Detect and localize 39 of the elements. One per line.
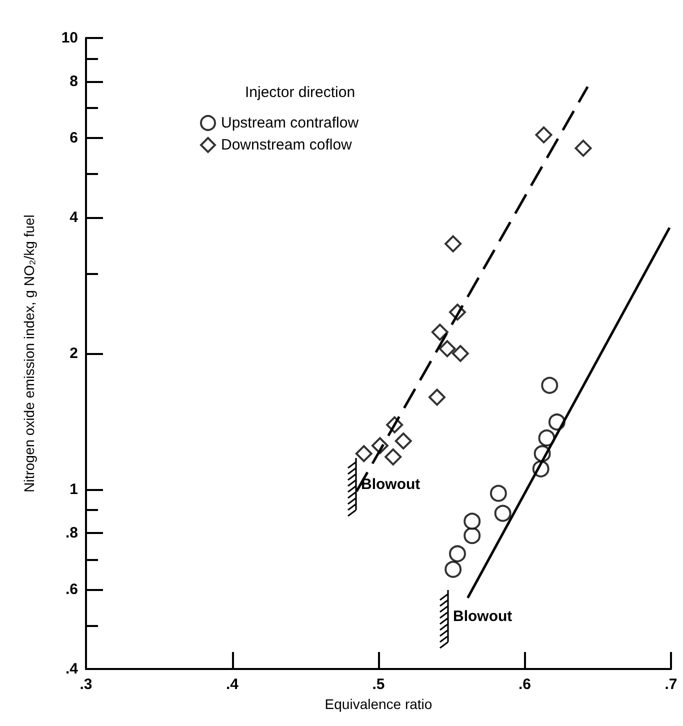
annotation: Blowout (453, 608, 512, 625)
point (494, 504, 512, 522)
point (384, 448, 402, 466)
point (428, 388, 446, 406)
y-tick-label: 10 (61, 30, 78, 46)
point (438, 340, 456, 358)
x-axis-title: Equivalence ratio (324, 696, 432, 712)
point (444, 235, 462, 252)
y-tick-label: 1 (70, 480, 78, 498)
point (538, 429, 556, 446)
point (464, 512, 481, 530)
point (444, 560, 462, 578)
y-tick-label: .8 (65, 524, 78, 542)
point (452, 345, 469, 362)
point (535, 126, 552, 144)
y-tick-label: .6 (65, 581, 78, 598)
y-tick-label: 4 (70, 209, 79, 226)
point (541, 376, 558, 394)
x-tick-label: .7 (664, 676, 678, 693)
y-tick-label: 6 (70, 130, 78, 147)
x-tick-label: .4 (226, 676, 240, 693)
y-tick-label: 8 (70, 73, 78, 90)
x-tick-label: .6 (518, 676, 532, 693)
point (448, 545, 466, 562)
point (464, 527, 481, 544)
x-tick-label: .5 (372, 676, 385, 693)
y-tick-label: 2 (70, 345, 78, 362)
y-axis-title: Nitrogen oxide emission index, g NO₂/kg fuel (21, 214, 37, 492)
legend-label: Upstream contraflow (221, 114, 359, 132)
x-tick-label: .3 (80, 676, 92, 693)
point (490, 484, 507, 502)
annotation: Blowout (361, 476, 420, 493)
y-tick-label: .4 (65, 660, 79, 678)
point (394, 432, 412, 450)
point (355, 445, 372, 462)
point (431, 324, 448, 341)
legend-title: Injector direction (245, 84, 356, 101)
legend-label: Downstream coflow (221, 136, 352, 154)
point (574, 140, 592, 157)
